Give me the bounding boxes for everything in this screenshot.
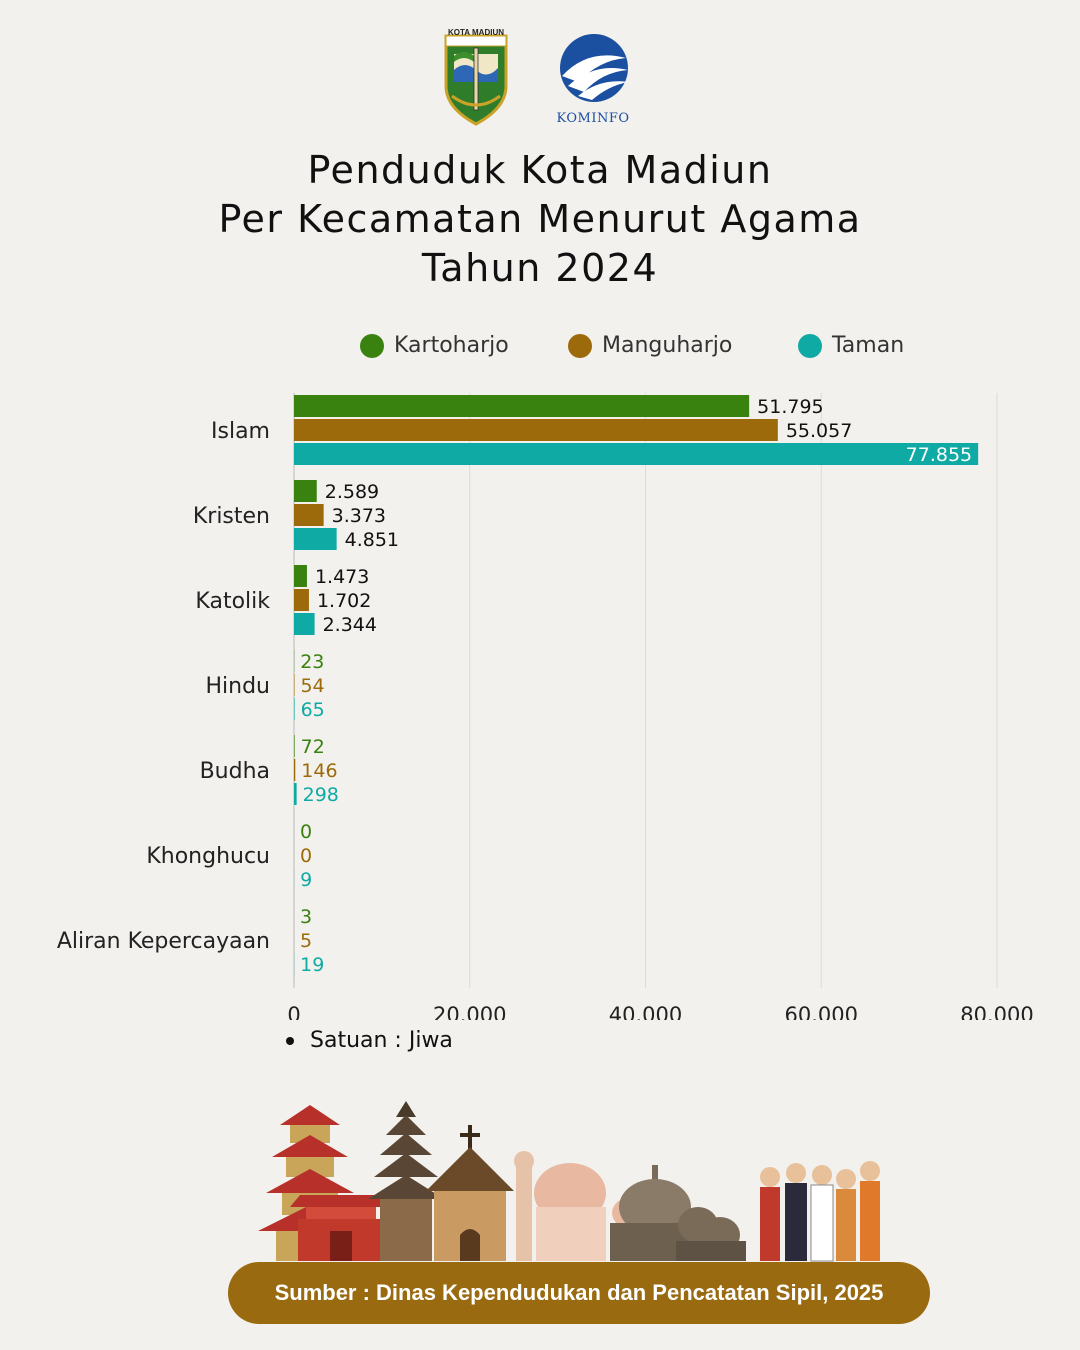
- bullet-icon: [286, 1036, 294, 1045]
- category-label: Katolik: [195, 589, 270, 614]
- data-label: 54: [300, 675, 324, 697]
- chart-title: Penduduk Kota Madiun Per Kecamatan Menur…: [0, 146, 1080, 293]
- logos-header: KOTA MADIUN KOMINFO: [0, 26, 1080, 126]
- data-label: 298: [303, 784, 339, 806]
- bar: [294, 504, 324, 526]
- temple-gate-icon: [290, 1195, 390, 1261]
- data-label: 9: [300, 869, 312, 891]
- data-label: 19: [300, 954, 324, 976]
- church-icon: [426, 1125, 514, 1261]
- legend-swatch-manguharjo: [568, 333, 592, 358]
- bar: [294, 783, 297, 805]
- stupa-icon: [610, 1165, 746, 1261]
- kominfo-logo: KOMINFO: [548, 30, 638, 126]
- unit-note: Satuan : Jiwa: [286, 1028, 453, 1053]
- meru-tower-icon: [368, 1101, 444, 1261]
- legend-label-kartoharjo: Kartoharjo: [394, 333, 509, 358]
- data-label: 5: [300, 930, 312, 952]
- data-label: 2.589: [325, 481, 379, 503]
- data-label: 146: [301, 760, 337, 782]
- x-tick-label: 60.000: [785, 1003, 858, 1020]
- legend-item-kartoharjo: Kartoharjo: [360, 333, 509, 358]
- bar: [294, 443, 979, 465]
- category-label: Aliran Kepercayaan: [57, 929, 270, 954]
- category-label: Budha: [200, 759, 270, 784]
- kota-madiun-seal: KOTA MADIUN: [440, 26, 512, 126]
- legend-label-manguharjo: Manguharjo: [602, 333, 733, 358]
- legend-label-taman: Taman: [832, 333, 905, 358]
- bar: [294, 528, 337, 550]
- x-tick-label: 80.000: [960, 1003, 1033, 1020]
- seal-text: KOTA MADIUN: [448, 28, 504, 37]
- data-label: 0: [300, 845, 312, 867]
- data-label: 4.851: [345, 529, 399, 551]
- x-tick-label: 0: [287, 1003, 300, 1020]
- people-group-icon: [760, 1161, 880, 1262]
- data-label: 0: [300, 821, 312, 843]
- x-tick-label: 40.000: [609, 1003, 682, 1020]
- x-tick-label: 20.000: [433, 1003, 506, 1020]
- data-label: 77.855: [906, 444, 972, 466]
- bar: [294, 480, 317, 502]
- category-label: Khonghucu: [146, 844, 270, 869]
- legend-item-manguharjo: Manguharjo: [568, 333, 732, 358]
- kominfo-text: KOMINFO: [556, 111, 630, 126]
- source-text: Sumber : Dinas Kependudukan dan Pencatat…: [274, 1280, 884, 1305]
- data-label: 65: [301, 699, 325, 721]
- data-label: 55.057: [786, 420, 852, 442]
- data-label: 3: [300, 906, 312, 928]
- bar: [294, 395, 750, 417]
- bar: [294, 735, 295, 757]
- legend-swatch-taman: [798, 333, 822, 358]
- category-label: Kristen: [193, 504, 270, 529]
- data-label: 51.795: [757, 396, 823, 418]
- bar: [294, 698, 295, 720]
- data-label: 72: [301, 736, 325, 758]
- religious-buildings-illustration: [240, 1095, 890, 1270]
- category-label: Islam: [211, 419, 270, 444]
- category-label: Hindu: [205, 674, 270, 699]
- data-label: 23: [300, 651, 324, 673]
- bar-chart: 0 20.000 40.000 60.000 80.000 Islam 51.79555.0…: [57, 393, 1034, 1020]
- source-pill: Sumber : Dinas Kependudukan dan Pencatat…: [228, 1262, 930, 1324]
- bar: [294, 565, 307, 587]
- title-line-2: Per Kecamatan Menurut Agama: [218, 197, 862, 241]
- title-line-1: Penduduk Kota Madiun: [307, 148, 773, 192]
- bar: [294, 613, 315, 635]
- data-label: 1.702: [317, 590, 371, 612]
- title-line-3: Tahun 2024: [421, 246, 659, 290]
- data-label: 1.473: [315, 566, 369, 588]
- bar: [294, 589, 309, 611]
- bar: [294, 759, 296, 781]
- bar: [294, 419, 778, 441]
- legend-swatch-kartoharjo: [360, 333, 384, 358]
- data-label: 3.373: [332, 505, 386, 527]
- legend-item-taman: Taman: [798, 333, 904, 358]
- unit-note-text: Satuan : Jiwa: [310, 1028, 453, 1053]
- chart-legend: Kartoharjo Manguharjo Taman: [0, 333, 1080, 367]
- data-label: 2.344: [323, 614, 377, 636]
